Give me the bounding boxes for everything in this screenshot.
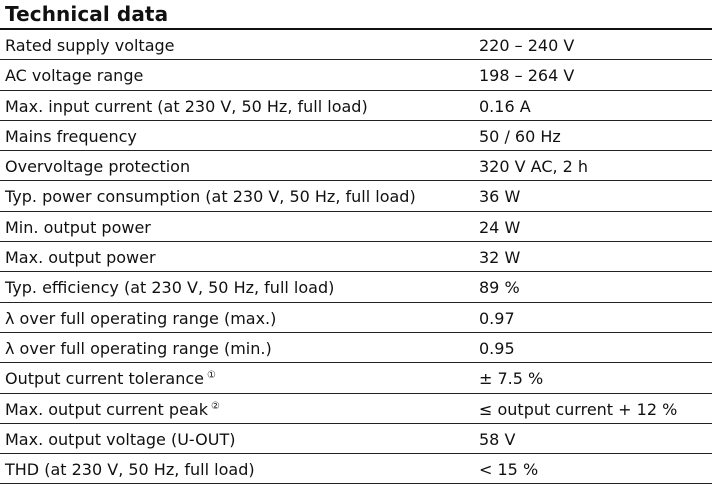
- table-row: Overvoltage protection 320 V AC, 2 h: [0, 151, 712, 182]
- table-row: Output current tolerance ① ± 7.5 %: [0, 363, 712, 394]
- spec-value: 320 V AC, 2 h: [479, 157, 589, 177]
- spec-table: Rated supply voltage 220 – 240 V AC volt…: [0, 30, 712, 485]
- spec-value: 32 W: [479, 248, 521, 268]
- spec-value: ± 7.5 %: [479, 369, 544, 389]
- spec-label: AC voltage range: [5, 66, 144, 86]
- spec-value: 220 – 240 V: [479, 36, 575, 55]
- spec-value: 198 – 264 V: [479, 66, 575, 86]
- spec-label: Output current tolerance ①: [5, 369, 216, 389]
- spec-label: Max. output current peak ②: [5, 399, 220, 419]
- spec-label: Rated supply voltage: [5, 36, 175, 55]
- spec-label: Max. output voltage (U-OUT): [5, 429, 236, 449]
- table-row: Rated supply voltage 220 – 240 V: [0, 30, 712, 61]
- spec-label: λ over full operating range (max.): [5, 308, 277, 328]
- table-row: λ over full operating range (min.) 0.95: [0, 333, 712, 364]
- page-title: Technical data: [5, 2, 169, 26]
- spec-label: Typ. power consumption (at 230 V, 50 Hz,…: [5, 187, 416, 207]
- table-row: Mains frequency 50 / 60 Hz: [0, 121, 712, 152]
- table-row: Min. output power 24 W: [0, 212, 712, 243]
- table-row: Typ. efficiency (at 230 V, 50 Hz, full l…: [0, 272, 712, 303]
- table-row: Max. output power 32 W: [0, 242, 712, 273]
- spec-label: THD (at 230 V, 50 Hz, full load): [5, 460, 255, 480]
- table-row: Max. input current (at 230 V, 50 Hz, ful…: [0, 91, 712, 121]
- spec-label: λ over full operating range (min.): [5, 338, 272, 358]
- table-row: Max. output current peak ② ≤ output curre…: [0, 394, 712, 424]
- spec-value: 0.97: [479, 308, 515, 328]
- spec-label: Mains frequency: [5, 126, 137, 146]
- spec-label: Typ. efficiency (at 230 V, 50 Hz, full l…: [5, 278, 335, 298]
- footnote-marker: ①: [206, 370, 216, 382]
- spec-value: < 15 %: [479, 460, 539, 480]
- spec-value: 50 / 60 Hz: [479, 126, 561, 146]
- spec-value: 58 V: [479, 429, 516, 449]
- spec-value: 0.95: [479, 338, 515, 358]
- table-row: λ over full operating range (max.) 0.97: [0, 303, 712, 333]
- table-row: AC voltage range 198 – 264 V: [0, 60, 712, 91]
- spec-label: Overvoltage protection: [5, 157, 191, 177]
- table-row: Typ. power consumption (at 230 V, 50 Hz,…: [0, 181, 712, 212]
- spec-label: Max. output power: [5, 248, 156, 268]
- footnote-marker: ②: [210, 400, 220, 412]
- table-row: Max. output voltage (U-OUT) 58 V: [0, 424, 712, 455]
- spec-label: Min. output power: [5, 217, 151, 237]
- spec-value: 0.16 A: [479, 96, 531, 116]
- spec-value: ≤ output current + 12 %: [479, 399, 678, 419]
- spec-value: 24 W: [479, 217, 521, 237]
- table-row: THD (at 230 V, 50 Hz, full load) < 15 %: [0, 454, 712, 485]
- title-divider: [0, 28, 712, 30]
- spec-value: 36 W: [479, 187, 521, 207]
- spec-label: Max. input current (at 230 V, 50 Hz, ful…: [5, 96, 368, 116]
- spec-value: 89 %: [479, 278, 520, 298]
